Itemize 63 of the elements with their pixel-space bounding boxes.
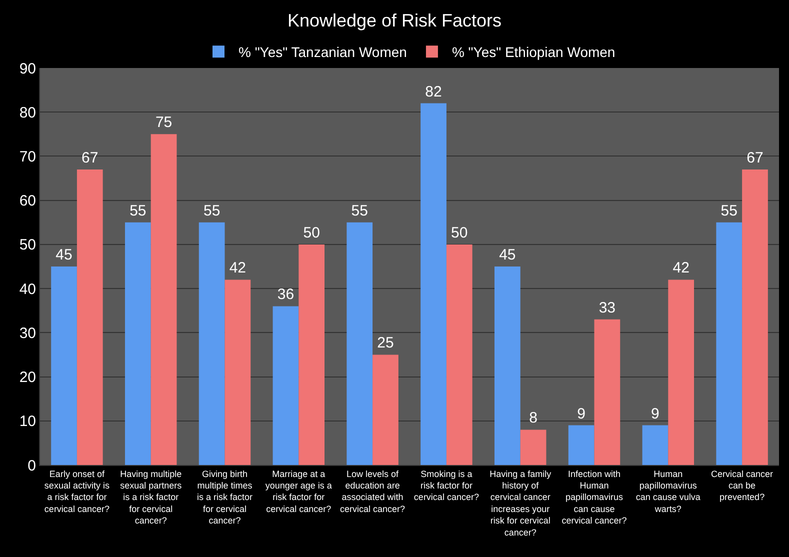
data-label: 55: [130, 202, 146, 220]
data-label: 50: [303, 224, 320, 242]
data-label: 50: [451, 224, 468, 242]
x-tick-label: Low levels of education are associated with cervical cancer?: [340, 468, 406, 514]
bar: [224, 280, 251, 465]
y-tick-label: 0: [28, 457, 36, 474]
y-tick-label: 80: [19, 104, 36, 122]
y-tick-label: 60: [19, 192, 36, 210]
y-tick-label: 10: [19, 413, 36, 430]
bar: [642, 425, 668, 465]
y-tick-label: 50: [19, 236, 36, 254]
bar: [494, 266, 520, 465]
data-label: 36: [277, 286, 294, 304]
data-label: 67: [746, 149, 764, 166]
data-label: 45: [499, 246, 516, 264]
data-label: 45: [56, 246, 72, 264]
data-label: 82: [425, 83, 442, 100]
bar: [420, 103, 446, 465]
bar: [51, 266, 77, 465]
bar: [716, 222, 742, 465]
data-label: 25: [377, 334, 394, 352]
x-tick-label: Smoking is a risk factor for cervical cancer?: [414, 468, 479, 502]
bar: [150, 134, 177, 465]
data-label: 33: [598, 299, 616, 316]
data-label: 55: [720, 202, 738, 220]
bar: [298, 244, 325, 465]
bar: [272, 306, 299, 465]
data-label: 55: [203, 202, 220, 220]
x-tick-label: Human papillomavirus can cause vulva warts?: [636, 468, 700, 514]
x-tick-label: Cervical cancer can be prevented?: [711, 468, 774, 502]
y-tick-label: 70: [19, 148, 36, 166]
bar: [446, 244, 472, 465]
bar: [668, 280, 694, 465]
data-label: 9: [651, 405, 660, 422]
legend-label: % "Yes" Ethiopian Women: [452, 44, 616, 60]
bar: [124, 222, 151, 465]
x-tick-label: Having a family history of cervical cancer increases your risk for cervical cancer?: [490, 468, 552, 538]
data-label: 8: [529, 410, 538, 427]
bar: [76, 169, 103, 465]
x-tick-label: Infection with Human papillomavirus can cause cervical cancer?: [562, 468, 627, 526]
bar: [742, 169, 768, 465]
x-tick-label: Having multiple sexual partners is a risk factor for cervical cancer?: [120, 468, 182, 526]
data-label: 75: [155, 114, 172, 132]
bar: [198, 222, 225, 465]
data-label: 55: [351, 202, 368, 220]
bar: [568, 425, 594, 465]
bar: [520, 430, 546, 465]
y-tick-label: 20: [19, 369, 36, 386]
bar: [372, 354, 398, 465]
x-tick-label: Early onset of sexual activity is a risk factor for cervical cancer?: [44, 468, 110, 514]
data-label: 9: [577, 405, 586, 422]
y-tick-label: 40: [19, 280, 36, 298]
x-tick-label: Giving birth multiple times is a risk factor for cervical cancer?: [196, 468, 253, 526]
y-tick-label: 30: [19, 324, 36, 342]
chart-title: Knowledge of Risk Factors: [287, 10, 502, 31]
data-label: 42: [672, 260, 690, 277]
bar: [594, 319, 620, 465]
data-label: 42: [229, 260, 246, 277]
x-tick-label: Marriage at a younger age is a risk factor for cervical cancer?: [265, 468, 332, 514]
data-label: 67: [82, 149, 98, 166]
y-tick-label: 90: [19, 60, 36, 78]
bar: [346, 222, 373, 465]
legend-label: % "Yes" Tanzanian Women: [238, 44, 407, 60]
